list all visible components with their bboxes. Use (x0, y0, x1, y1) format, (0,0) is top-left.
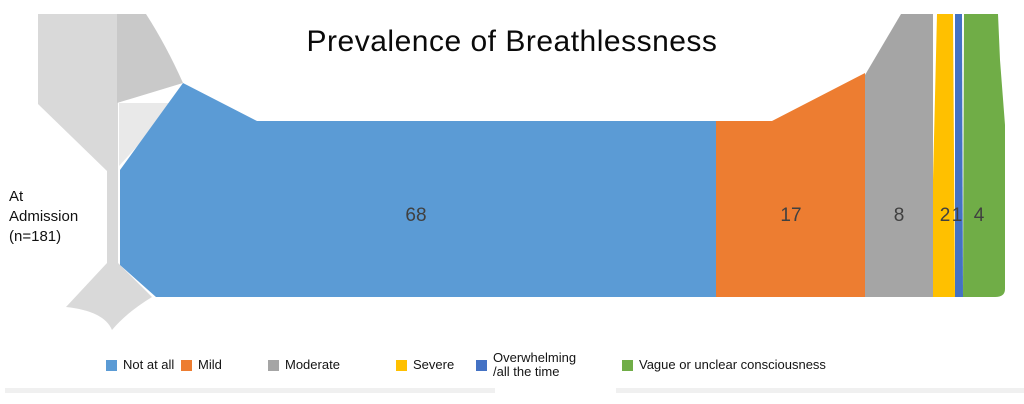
legend-item-moderate[interactable]: Moderate (268, 351, 340, 379)
legend-item-overwhelming[interactable]: Overwhelming /all the time (476, 351, 576, 379)
chart-title: Prevalence of Breathlessness (306, 25, 718, 58)
value-label-overwhelming: 1 (952, 205, 963, 226)
value-label-severe: 2 (940, 205, 951, 226)
legend-label-overwhelming: Overwhelming /all the time (493, 350, 577, 379)
segment-moderate[interactable] (865, 14, 933, 297)
flow-ribbon-grey-dark (117, 14, 183, 103)
cropped-next-band-edge-right (616, 388, 1024, 393)
value-label-mild: 17 (780, 205, 801, 226)
segment-not-at-all[interactable] (120, 83, 716, 297)
legend-item-mild[interactable]: Mild (181, 351, 222, 379)
legend-swatch-moderate-icon (268, 359, 279, 371)
value-label-not-at-all: 68 (405, 205, 426, 226)
cropped-next-band-edge-left (5, 388, 495, 393)
segment-vague[interactable] (963, 14, 1005, 297)
legend-label-vague: Vague or unclear consciousness (639, 357, 826, 372)
flow-ribbon-grey-light (38, 14, 118, 265)
legend-label-not-at-all: Not at all (123, 357, 175, 372)
legend-swatch-overwhelming-icon (476, 359, 487, 371)
flow-funnel-outlet (66, 263, 152, 330)
legend-label-moderate: Moderate (285, 357, 340, 372)
legend-label-severe: Severe (413, 357, 455, 372)
legend-item-severe[interactable]: Severe (396, 351, 454, 379)
legend-swatch-mild-icon (181, 359, 192, 371)
stage-label: At Admission (n=181) (9, 188, 79, 245)
segment-overwhelming[interactable] (955, 14, 963, 297)
segment-severe[interactable] (933, 14, 955, 297)
value-label-vague: 4 (974, 205, 985, 226)
legend-swatch-severe-icon (396, 359, 407, 371)
legend-swatch-not-at-all-icon (106, 359, 117, 371)
legend-item-not-at-all[interactable]: Not at all (106, 351, 174, 379)
legend-swatch-vague-icon (622, 359, 633, 371)
legend-label-mild: Mild (198, 357, 222, 372)
segment-mild[interactable] (716, 73, 865, 297)
legend-item-vague[interactable]: Vague or unclear consciousness (622, 351, 826, 379)
value-label-moderate: 8 (894, 205, 905, 226)
